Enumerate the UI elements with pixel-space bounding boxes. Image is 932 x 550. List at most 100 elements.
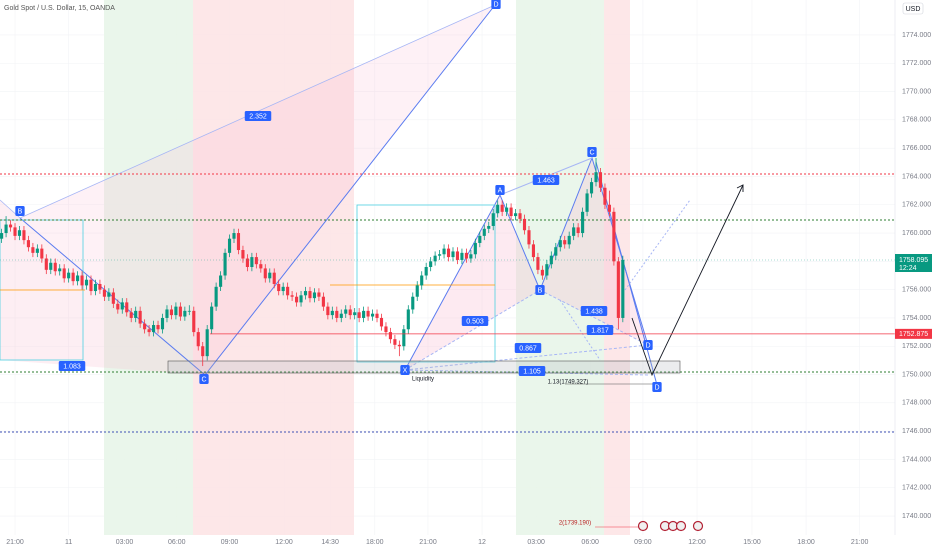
candle-body — [80, 275, 84, 286]
candle-body — [384, 326, 388, 333]
arrow-head — [736, 184, 744, 192]
pattern-label: D — [645, 342, 650, 349]
candle-body — [563, 240, 567, 245]
last-price-label: 1758.095 — [899, 257, 928, 264]
candle-body — [98, 283, 102, 290]
candle-body — [8, 224, 13, 228]
pattern-label-box — [495, 185, 505, 195]
candle-body — [259, 264, 263, 269]
sessions — [104, 0, 630, 535]
candle-body — [554, 247, 558, 256]
drawings — [0, 4, 895, 528]
event-flags — [637, 520, 704, 532]
pattern-line — [404, 289, 541, 371]
candle-body — [192, 310, 196, 333]
candle-body — [299, 295, 303, 303]
candle-body — [415, 285, 419, 297]
pattern-label-box — [514, 343, 542, 353]
candle-body — [455, 251, 460, 260]
candle-body — [321, 296, 325, 307]
y-tick-label: 1772.000 — [902, 60, 931, 67]
x-tick-label: 11 — [65, 539, 72, 546]
candle-body — [89, 279, 93, 292]
candle-body — [518, 213, 522, 219]
pattern-label-box — [643, 340, 653, 350]
pattern-label: 2.352 — [249, 113, 267, 120]
candle-body — [496, 204, 500, 214]
y-tick-label: 1760.000 — [902, 230, 931, 237]
candle-body — [219, 275, 223, 287]
session-shade — [104, 0, 193, 535]
candle-body — [53, 262, 57, 272]
pattern-label: 1.817 — [591, 327, 609, 334]
candle-body — [451, 251, 455, 258]
pattern-label-box — [586, 325, 614, 335]
range-box — [356, 204, 496, 363]
event-flag[interactable] — [637, 520, 649, 532]
currency-box[interactable] — [902, 2, 924, 15]
candle-body — [303, 291, 308, 296]
candle-body — [536, 257, 540, 270]
event-flag[interactable] — [692, 520, 704, 532]
candle-body — [317, 292, 321, 297]
candle-body — [169, 309, 174, 316]
candle-body — [227, 238, 232, 253]
candle-body — [567, 235, 571, 245]
candle-body — [160, 317, 165, 330]
y-tick-label: 1750.000 — [902, 371, 931, 378]
candle-body — [138, 310, 142, 324]
candle-body — [134, 310, 138, 318]
pattern-label: X — [403, 367, 408, 374]
chart-title: Gold Spot / U.S. Dollar, 15, OANDA — [4, 5, 115, 12]
x-tick-label: 12 — [478, 539, 486, 546]
candle-body — [406, 309, 410, 330]
pattern-label-box — [244, 111, 272, 121]
candle-body — [277, 283, 281, 292]
x-tick-label: 21:00 — [6, 539, 24, 546]
session-shade — [193, 0, 354, 535]
candle-body — [156, 325, 160, 330]
x-tick-label: 03:00 — [116, 539, 134, 546]
candle-body — [236, 233, 241, 251]
candle-body — [326, 306, 330, 316]
candle-body — [505, 207, 509, 212]
candle-body — [478, 235, 482, 243]
x-tick-label: 18:00 — [797, 539, 815, 546]
level-price-label: 1752.875 — [899, 331, 928, 338]
candle-body — [509, 207, 513, 217]
candle-body — [330, 310, 334, 316]
candle-body — [603, 187, 607, 205]
candle-body — [589, 182, 594, 194]
candle-body — [581, 211, 585, 234]
candle-body — [572, 227, 576, 236]
pattern-line — [559, 299, 601, 361]
candle-body — [111, 292, 115, 304]
pattern-line — [404, 344, 649, 371]
x-tick-label: 12:00 — [688, 539, 706, 546]
candle-body — [420, 275, 424, 286]
x-tick-label: 03:00 — [527, 539, 545, 546]
labels: B C D X A B C D D 2.352 1.083 0.503 1.463 1.438 1.817 0… — [15, 0, 662, 527]
candles — [0, 158, 895, 367]
x-tick-label: 06:00 — [581, 539, 599, 546]
candle-body — [22, 230, 26, 241]
x-tick-label: 21:00 — [851, 539, 869, 546]
candle-body — [201, 346, 205, 357]
event-flag[interactable] — [675, 520, 687, 532]
pattern-label-box — [580, 306, 608, 316]
candle-body — [531, 244, 536, 258]
candle-body — [433, 255, 437, 262]
candle-body — [558, 240, 562, 248]
pattern-label-box — [518, 366, 546, 376]
candle-body — [67, 272, 71, 279]
y-tick-label: 1766.000 — [902, 145, 931, 152]
pattern-label: B — [18, 208, 23, 215]
candle-body — [442, 248, 446, 255]
candle-body — [35, 248, 39, 253]
x-tick-label: 09:00 — [634, 539, 652, 546]
candle-body — [151, 325, 156, 333]
candle-body — [375, 313, 379, 318]
candle-body — [308, 291, 312, 299]
price-axis-bg — [895, 0, 932, 550]
